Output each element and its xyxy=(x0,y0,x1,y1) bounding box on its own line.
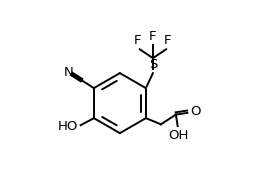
Text: F: F xyxy=(164,34,172,47)
Text: O: O xyxy=(190,105,201,119)
Text: HO: HO xyxy=(58,121,79,134)
Text: S: S xyxy=(149,58,157,71)
Text: OH: OH xyxy=(168,129,189,142)
Text: F: F xyxy=(149,30,157,43)
Text: F: F xyxy=(134,34,142,47)
Text: N: N xyxy=(64,66,73,79)
